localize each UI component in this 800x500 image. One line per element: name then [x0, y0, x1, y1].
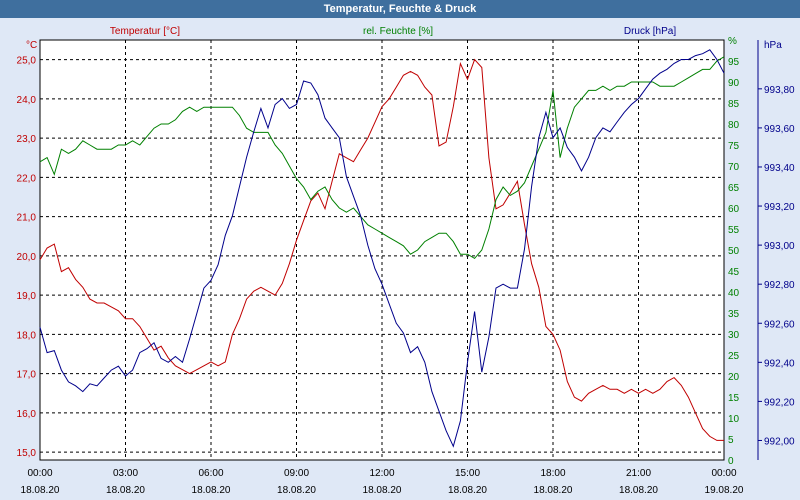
temperature-tick: 17,0 — [17, 370, 37, 381]
pressure-tick: 992,80 — [764, 280, 795, 291]
pressure-tick: 993,40 — [764, 163, 795, 174]
x-tick-time: 12:00 — [369, 468, 394, 479]
x-tick-date: 18.08.20 — [619, 485, 658, 496]
x-tick-time: 15:00 — [455, 468, 480, 479]
x-tick-time: 00:00 — [711, 468, 736, 479]
x-tick-date: 18.08.20 — [192, 485, 231, 496]
pressure-axis: 992,00 992,20 992,40 992,60 992,80 993,00 993,… — [757, 40, 795, 460]
humidity-tick: % — [728, 36, 737, 47]
x-tick-date: 18.08.20 — [448, 485, 487, 496]
humidity-tick: 65 — [728, 183, 740, 194]
humidity-tick: 90 — [728, 78, 740, 89]
x-tick-date: 19.08.20 — [705, 485, 744, 496]
humidity-tick: 55 — [728, 225, 740, 236]
humidity-tick: 10 — [728, 414, 740, 425]
x-tick-time: 03:00 — [113, 468, 138, 479]
pressure-unit: hPa — [764, 40, 782, 51]
temperature-tick: 23,0 — [17, 134, 37, 145]
temperature-tick: 18,0 — [17, 330, 37, 341]
humidity-axis-label: rel. Feuchte [%] — [363, 26, 433, 37]
temperature-series-line — [39, 58, 724, 441]
humidity-tick: 50 — [728, 246, 740, 257]
time-axis: 00:00 18.08.20 03:00 18.08.20 06:00 18.08.20 0… — [21, 468, 744, 496]
pressure-tick: 992,20 — [764, 397, 795, 408]
temperature-tick: 25,0 — [17, 56, 37, 67]
x-tick-time: 18:00 — [540, 468, 565, 479]
pressure-series-line — [39, 49, 725, 448]
humidity-tick: 95 — [728, 57, 740, 68]
humidity-tick: 80 — [728, 120, 740, 131]
temperature-tick: 19,0 — [17, 291, 37, 302]
temperature-unit: °C — [26, 40, 37, 51]
temperature-axis: 15,0 16,0 17,0 18,0 19,0 20,0 21,0 22,0 23,0 24,0… — [17, 56, 37, 460]
temperature-tick: 24,0 — [17, 95, 37, 106]
humidity-tick: 70 — [728, 162, 740, 173]
x-tick-date: 18.08.20 — [534, 485, 573, 496]
humidity-tick: 30 — [728, 330, 740, 341]
temperature-tick: 21,0 — [17, 213, 37, 224]
chart-title: Temperatur, Feuchte & Druck — [0, 0, 800, 18]
humidity-tick: 35 — [728, 309, 740, 320]
humidity-tick: 75 — [728, 141, 740, 152]
humidity-tick: 45 — [728, 267, 740, 278]
grid-lines — [40, 40, 724, 460]
temperature-tick: 22,0 — [17, 173, 37, 184]
pressure-axis-label: Druck [hPa] — [624, 26, 676, 37]
pressure-tick: 993,80 — [764, 85, 795, 96]
humidity-tick: 25 — [728, 351, 740, 362]
humidity-tick: 15 — [728, 393, 740, 404]
humidity-axis: 0 5 10 15 20 25 30 35 40 45 50 55 60 65 70 75 80 85 90 95% — [728, 36, 740, 467]
temperature-axis-label: Temperatur [°C] — [110, 26, 180, 37]
humidity-tick: 20 — [728, 372, 740, 383]
series-layer — [39, 49, 725, 448]
pressure-tick: 993,20 — [764, 202, 795, 213]
humidity-series-line — [39, 56, 725, 260]
pressure-tick: 992,60 — [764, 319, 795, 330]
x-tick-time: 00:00 — [27, 468, 52, 479]
pressure-tick: 992,40 — [764, 358, 795, 369]
temperature-tick: 15,0 — [17, 448, 37, 459]
pressure-tick: 993,60 — [764, 124, 795, 135]
humidity-tick: 60 — [728, 204, 740, 215]
x-tick-date: 18.08.20 — [277, 485, 316, 496]
x-tick-time: 06:00 — [198, 468, 223, 479]
x-tick-date: 18.08.20 — [363, 485, 402, 496]
x-tick-date: 18.08.20 — [21, 485, 60, 496]
x-tick-time: 09:00 — [284, 468, 309, 479]
humidity-tick: 85 — [728, 99, 740, 110]
temperature-tick: 16,0 — [17, 409, 37, 420]
x-tick-time: 21:00 — [626, 468, 651, 479]
humidity-tick: 40 — [728, 288, 740, 299]
humidity-tick: 0 — [728, 456, 734, 467]
pressure-tick: 993,00 — [764, 241, 795, 252]
humidity-tick: 5 — [728, 435, 734, 446]
x-tick-date: 18.08.20 — [106, 485, 145, 496]
temperature-tick: 20,0 — [17, 252, 37, 263]
pressure-tick: 992,00 — [764, 436, 795, 447]
